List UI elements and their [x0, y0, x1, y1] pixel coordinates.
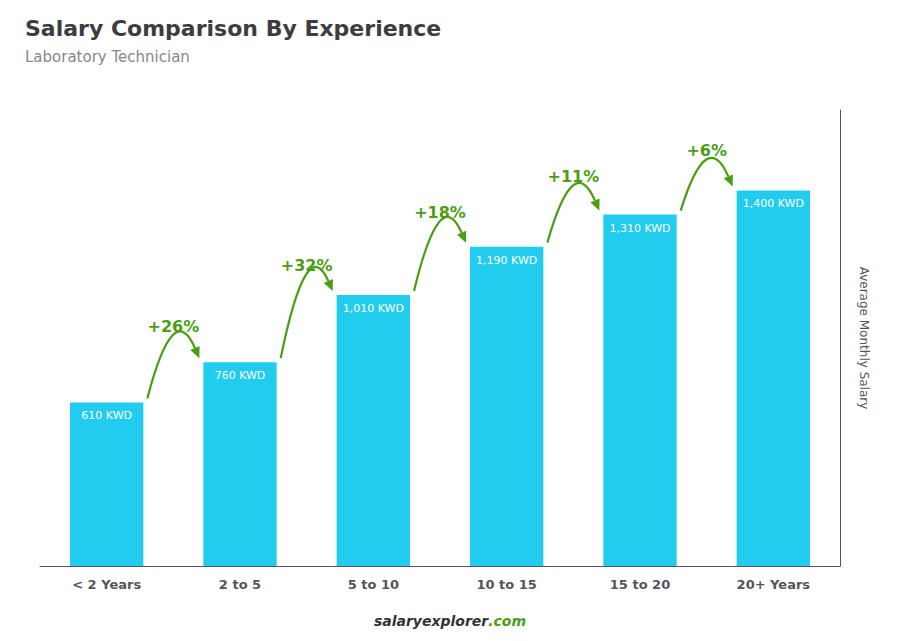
svg-text:1,400 KWD: 1,400 KWD	[743, 197, 804, 210]
svg-text:5 to 10: 5 to 10	[348, 577, 399, 592]
svg-text:salary: salary	[374, 613, 423, 629]
svg-text:+6%: +6%	[686, 141, 727, 160]
svg-text:Average Monthly Salary: Average Monthly Salary	[857, 267, 871, 410]
svg-text:610 KWD: 610 KWD	[81, 409, 132, 422]
svg-text:.com: .com	[488, 613, 526, 629]
svg-text:15 to 20: 15 to 20	[610, 577, 670, 592]
svg-text:< 2 Years: < 2 Years	[72, 577, 141, 592]
svg-text:20+ Years: 20+ Years	[737, 577, 811, 592]
svg-text:Laboratory Technician: Laboratory Technician	[25, 48, 190, 66]
svg-text:2 to 5: 2 to 5	[219, 577, 261, 592]
svg-text:+32%: +32%	[281, 256, 333, 275]
svg-text:10 to 15: 10 to 15	[476, 577, 536, 592]
svg-text:1,310 KWD: 1,310 KWD	[609, 222, 670, 235]
svg-text:1,010 KWD: 1,010 KWD	[343, 302, 404, 315]
svg-text:760 KWD: 760 KWD	[215, 369, 266, 382]
svg-text:+18%: +18%	[414, 203, 466, 222]
svg-text:Salary Comparison By Experienc: Salary Comparison By Experience	[25, 16, 441, 41]
svg-text:+26%: +26%	[147, 317, 199, 336]
svg-text:explorer: explorer	[422, 613, 489, 629]
svg-text:+11%: +11%	[547, 167, 599, 186]
svg-text:1,190 KWD: 1,190 KWD	[476, 254, 537, 267]
